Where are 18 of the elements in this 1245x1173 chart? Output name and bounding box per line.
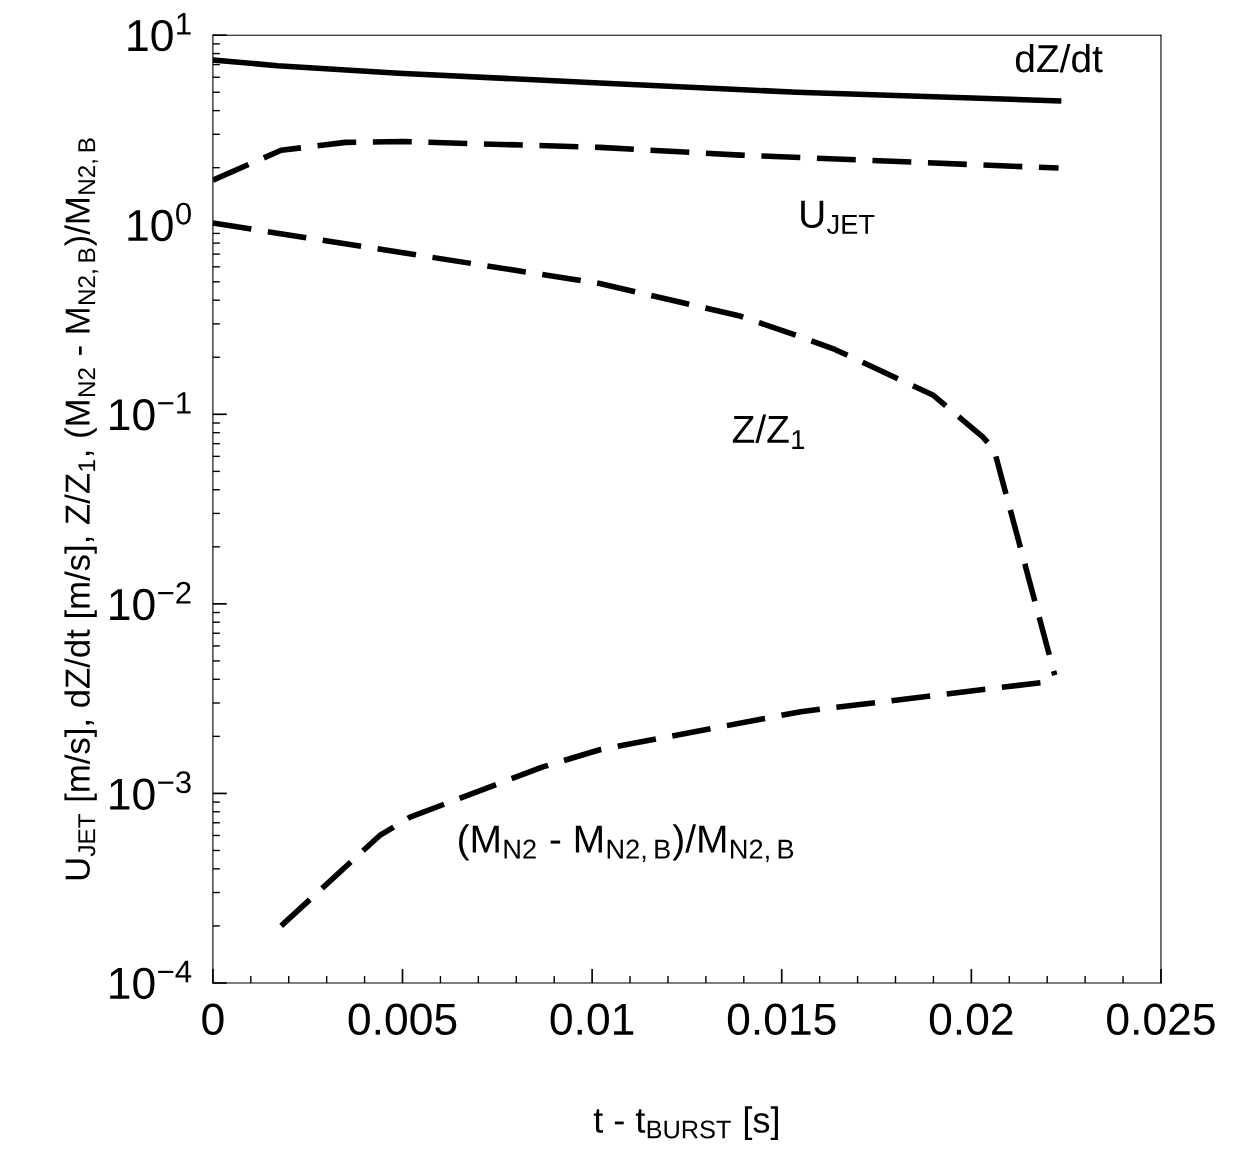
- y-tick-label: 10$^{−3}$: [110, 771, 191, 810]
- x-tick-label: 0: [202, 1003, 224, 1036]
- series-label: Z/Z$_{1}$: [732, 414, 805, 449]
- x-tick-label: 0.02: [929, 1003, 1013, 1036]
- y-tick-label: 10$^{−1}$: [110, 392, 191, 431]
- y-tick-label: 10$^{1}$: [128, 13, 191, 52]
- x-axis-title: t - t$_{BURST}$ [s]: [593, 1106, 778, 1141]
- x-tick-label: 0.005: [348, 1003, 457, 1036]
- y-tick-label: 10$^{−2}$: [110, 581, 191, 621]
- series-label: dZ/dt: [1015, 43, 1103, 73]
- x-tick-label: 0.025: [1107, 1003, 1215, 1036]
- x-tick-label: 0.015: [727, 1003, 836, 1036]
- text: U$_{JET}$ [m/s], dZ/dt [m/s], Z/Z$_{1}$, (M$_{N2}$ - M$_{N2,B}$)/M$_{N2,B}$: [64, 138, 99, 880]
- y-tick-label: 10$^{0}$: [128, 202, 191, 242]
- y-tick-label: 10$^{−4}$: [110, 960, 192, 1000]
- series-label: U$_{JET}$: [801, 200, 875, 235]
- series-label: (M$_{N2}$ - M$_{N2,B}$)/M$_{N2,B}$: [459, 824, 794, 863]
- x-tick-label: 0.01: [550, 1003, 634, 1036]
